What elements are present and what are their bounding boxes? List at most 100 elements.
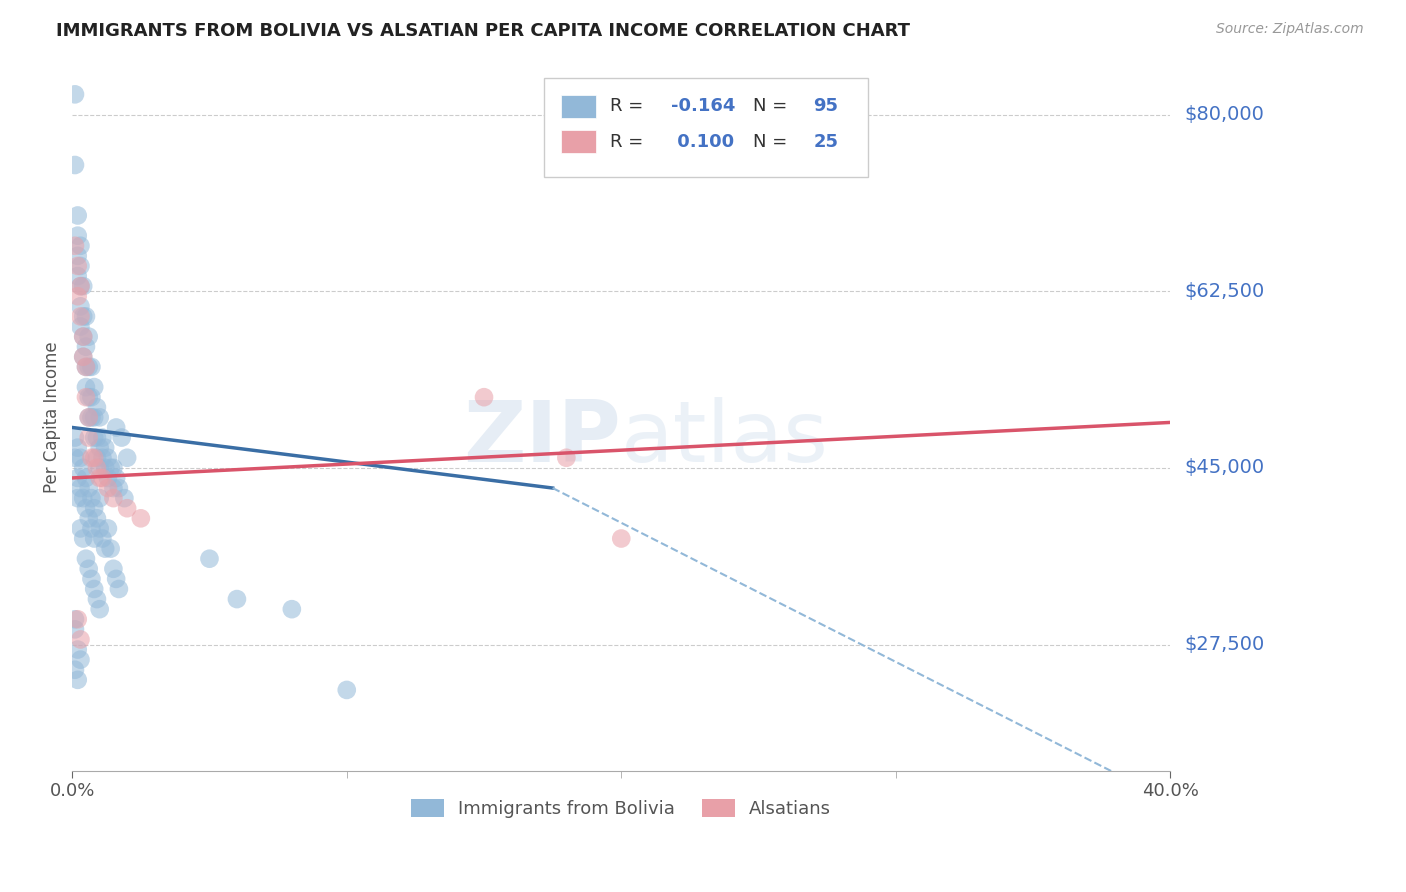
Point — [91, 431, 114, 445]
Point — [77, 359, 100, 374]
Point — [83, 582, 105, 596]
Point — [77, 329, 100, 343]
Point — [83, 431, 105, 445]
Point — [97, 471, 120, 485]
Point — [89, 410, 111, 425]
Point — [80, 572, 103, 586]
Point — [80, 359, 103, 374]
Point — [72, 460, 94, 475]
Point — [69, 310, 91, 324]
Point — [72, 350, 94, 364]
Text: 0.100: 0.100 — [671, 133, 734, 151]
Point — [69, 450, 91, 465]
Point — [63, 623, 86, 637]
FancyBboxPatch shape — [561, 130, 596, 153]
Point — [108, 481, 131, 495]
Point — [77, 390, 100, 404]
Text: $45,000: $45,000 — [1184, 458, 1264, 477]
Point — [89, 491, 111, 505]
Point — [63, 87, 86, 102]
Point — [83, 532, 105, 546]
Point — [72, 279, 94, 293]
Text: N =: N = — [754, 133, 793, 151]
Point — [63, 158, 86, 172]
Point — [63, 431, 86, 445]
Point — [66, 228, 89, 243]
Point — [69, 299, 91, 313]
Point — [69, 239, 91, 253]
Point — [103, 562, 125, 576]
Text: -0.164: -0.164 — [671, 97, 735, 115]
Point — [115, 450, 138, 465]
Point — [94, 441, 117, 455]
Point — [86, 592, 108, 607]
Point — [86, 450, 108, 465]
Point — [75, 359, 97, 374]
Point — [69, 259, 91, 273]
Point — [91, 471, 114, 485]
Point — [77, 410, 100, 425]
Point — [66, 471, 89, 485]
Point — [97, 450, 120, 465]
Point — [77, 562, 100, 576]
Text: $62,500: $62,500 — [1184, 282, 1264, 301]
Point — [80, 450, 103, 465]
Point — [66, 642, 89, 657]
Point — [66, 259, 89, 273]
Point — [94, 460, 117, 475]
Point — [105, 572, 128, 586]
Point — [66, 673, 89, 687]
Point — [75, 501, 97, 516]
Text: R =: R = — [610, 97, 650, 115]
Point — [66, 491, 89, 505]
FancyBboxPatch shape — [544, 78, 869, 178]
Text: atlas: atlas — [621, 397, 830, 480]
Point — [63, 663, 86, 677]
Point — [100, 541, 122, 556]
Point — [66, 249, 89, 263]
Point — [72, 532, 94, 546]
Point — [105, 420, 128, 434]
Point — [69, 319, 91, 334]
FancyBboxPatch shape — [561, 95, 596, 118]
Point — [72, 329, 94, 343]
Text: $27,500: $27,500 — [1184, 635, 1264, 654]
Point — [80, 491, 103, 505]
Point — [94, 541, 117, 556]
Text: Source: ZipAtlas.com: Source: ZipAtlas.com — [1216, 22, 1364, 37]
Point — [77, 511, 100, 525]
Point — [86, 431, 108, 445]
Point — [77, 481, 100, 495]
Point — [105, 471, 128, 485]
Point — [112, 491, 135, 505]
Point — [69, 632, 91, 647]
Text: IMMIGRANTS FROM BOLIVIA VS ALSATIAN PER CAPITA INCOME CORRELATION CHART: IMMIGRANTS FROM BOLIVIA VS ALSATIAN PER … — [56, 22, 910, 40]
Point — [80, 390, 103, 404]
Point — [75, 359, 97, 374]
Point — [89, 602, 111, 616]
Point — [63, 612, 86, 626]
Point — [336, 682, 359, 697]
Point — [69, 279, 91, 293]
Point — [77, 431, 100, 445]
Point — [77, 410, 100, 425]
Point — [111, 431, 134, 445]
Point — [72, 350, 94, 364]
Point — [89, 441, 111, 455]
Point — [75, 551, 97, 566]
Point — [66, 209, 89, 223]
Point — [80, 521, 103, 535]
Point — [555, 450, 578, 465]
Y-axis label: Per Capita Income: Per Capita Income — [44, 342, 60, 493]
Point — [75, 471, 97, 485]
Point — [472, 390, 495, 404]
Point — [129, 511, 152, 525]
Point — [83, 410, 105, 425]
Point — [100, 460, 122, 475]
Point — [89, 471, 111, 485]
Point — [69, 521, 91, 535]
Point — [66, 289, 89, 303]
Point — [75, 310, 97, 324]
Text: R =: R = — [610, 133, 650, 151]
Point — [72, 491, 94, 505]
